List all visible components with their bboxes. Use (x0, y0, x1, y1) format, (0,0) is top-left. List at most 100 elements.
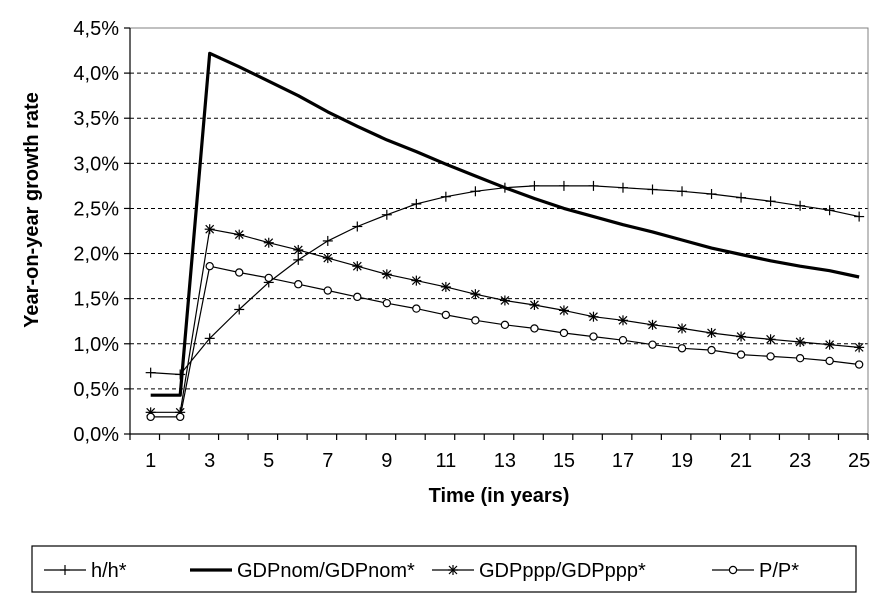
series-lines (145, 51, 865, 422)
x-tick-label: 7 (322, 450, 333, 472)
legend-item-3: P/P* (712, 560, 799, 582)
x-tick-label: 13 (494, 450, 516, 472)
data-point (235, 268, 244, 277)
axes (124, 27, 869, 440)
data-point (352, 261, 363, 272)
data-point (322, 253, 333, 264)
data-point (677, 344, 687, 353)
legend-label: h/h* (91, 560, 127, 582)
data-point (440, 191, 451, 202)
marker-stroke (854, 342, 864, 352)
legend-item-1: GDPnom/GDPnom* (190, 560, 415, 582)
data-point (707, 345, 716, 355)
marker-stroke (441, 282, 451, 292)
data-point (204, 224, 215, 235)
marker-stroke (707, 328, 716, 338)
marker-stroke (264, 238, 274, 248)
x-tick-label: 17 (612, 450, 634, 472)
legend-item-2: GDPppp/GDPppp* (432, 560, 646, 582)
legend-marker (448, 565, 458, 575)
marker-stroke (500, 296, 510, 305)
data-point (381, 269, 392, 280)
marker-stroke (323, 253, 333, 263)
data-point (146, 412, 155, 422)
data-point (647, 184, 658, 195)
data-point (175, 412, 185, 422)
x-tick-label: 5 (263, 450, 274, 472)
data-point (706, 189, 717, 200)
data-point (234, 304, 245, 315)
data-point (589, 332, 598, 341)
data-point (411, 275, 422, 286)
y-tick-labels: 0,0% 0,5% 1,0% 1,5% 2,0% 2,5% 3,0% 3,5% 4,0% 4,5% (73, 18, 119, 446)
data-point (530, 324, 539, 333)
marker-stroke (448, 565, 458, 575)
data-point (440, 281, 451, 292)
data-point (500, 320, 510, 330)
data-point (234, 229, 245, 240)
marker-stroke (825, 340, 835, 350)
marker-stroke (470, 289, 480, 299)
marker-stroke (766, 334, 776, 344)
legend-item-0: h/h* (44, 560, 127, 582)
marker-stroke (648, 320, 657, 330)
marker-stroke (205, 224, 215, 234)
data-point (617, 182, 628, 193)
data-point (795, 336, 806, 347)
legend-label: GDPnom/GDPnom* (237, 560, 415, 582)
data-point (205, 261, 214, 271)
x-tick-label: 9 (381, 450, 392, 472)
series-line (150, 265, 860, 418)
data-point (470, 289, 481, 300)
data-point (529, 180, 540, 191)
data-point (824, 339, 835, 350)
y-tick-label: 4,5% (73, 18, 119, 40)
marker-stroke (589, 312, 598, 322)
marker-stroke (529, 300, 539, 310)
data-point (323, 286, 332, 295)
data-point (381, 209, 392, 220)
data-point (677, 323, 688, 334)
data-point (854, 211, 865, 222)
data-point (618, 335, 628, 345)
legend: h/h* GDPnom/GDPnom* GDPppp/GDPppp* P/P* (31, 545, 857, 593)
data-point (648, 340, 657, 349)
data-point (411, 198, 422, 209)
data-point (677, 186, 688, 197)
y-tick-label: 3,0% (73, 153, 119, 175)
series-line (150, 51, 860, 397)
data-point (766, 352, 775, 361)
data-point (736, 192, 747, 203)
data-point (559, 328, 569, 338)
y-tick-label: 2,0% (73, 244, 119, 266)
x-tick-label: 15 (553, 450, 575, 472)
marker-stroke (795, 337, 805, 347)
data-point (765, 196, 776, 207)
marker-stroke (382, 269, 392, 279)
y-tick-label: 0,0% (73, 424, 119, 446)
legend-label: GDPppp/GDPppp* (479, 560, 646, 582)
legend-marker (60, 565, 70, 575)
y-tick-label: 1,0% (73, 334, 119, 356)
y-tick-label: 3,5% (73, 108, 119, 130)
marker-stroke (736, 332, 746, 341)
x-tick-label: 1 (145, 450, 156, 472)
x-tick-label: 25 (848, 450, 870, 472)
data-point (322, 235, 333, 246)
data-point (588, 180, 599, 191)
legend-items: h/h* GDPnom/GDPnom* GDPppp/GDPppp* P/P* (44, 560, 799, 582)
x-tick-label: 21 (730, 450, 752, 472)
data-point (795, 354, 805, 363)
data-point (470, 186, 481, 197)
x-tick-label: 3 (204, 450, 215, 472)
marker-stroke (352, 261, 362, 271)
series-3 (146, 261, 864, 422)
data-point (706, 327, 717, 338)
data-point (294, 280, 303, 289)
plot-area-border (129, 27, 869, 435)
data-point (441, 310, 451, 320)
data-point (558, 180, 569, 191)
data-point (647, 319, 658, 330)
series-1 (150, 51, 860, 397)
